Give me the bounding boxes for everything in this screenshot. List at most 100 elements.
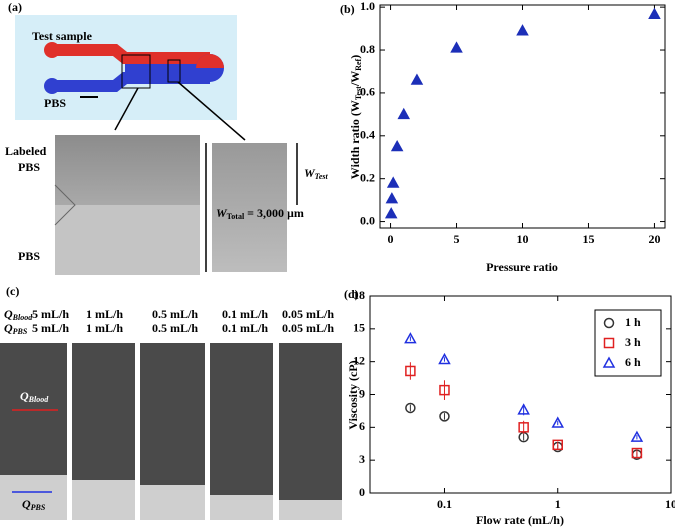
arrow [114, 87, 139, 131]
column-label: 0.5 mL/h [152, 321, 198, 335]
micrograph [210, 343, 273, 520]
y-tick-label: 15 [353, 321, 365, 335]
pbs-stream [210, 495, 273, 520]
column-label: 0.1 mL/h [222, 321, 268, 335]
y-tick-label: 0.2 [360, 170, 375, 184]
column-label: 1 mL/h [86, 307, 123, 321]
label-part: /W [348, 71, 362, 87]
pbs-stream [72, 480, 135, 520]
column-label: 0.05 mL/h [282, 321, 334, 335]
y-tick-label: 6 [359, 419, 365, 433]
marker [631, 447, 643, 459]
x-tick-label: 10 [517, 232, 529, 246]
label: WTest [304, 166, 328, 181]
stream-label: QPBS [22, 497, 46, 512]
micrograph-pbs [55, 205, 200, 275]
y-tick-label: 0.6 [360, 85, 375, 99]
pbs-stream [279, 500, 342, 520]
marker [551, 416, 565, 428]
marker [405, 365, 416, 377]
label: PBS [18, 249, 40, 263]
subscript: Total [227, 212, 245, 221]
pbs-stream [140, 485, 205, 520]
y-tick-label: 18 [353, 288, 365, 302]
symbol: Q [22, 497, 31, 511]
marker [405, 402, 416, 414]
label: Test sample [32, 29, 93, 43]
roi [121, 54, 151, 89]
roi [167, 59, 181, 83]
panel-c: 5 mL/h5 mL/h 1 mL/h1 mL/h 0.5 mL/h0.5 mL/h… [0, 307, 342, 520]
marker [439, 384, 450, 396]
column-label: 5 mL/h [32, 307, 69, 321]
column-label: 0.1 mL/h [222, 307, 268, 321]
marker [517, 403, 530, 415]
inlet [44, 42, 60, 58]
label: PBS [44, 96, 66, 110]
x-axis-label: Flow rate (mL/h) [476, 513, 564, 527]
x-tick-label: 0 [388, 232, 394, 246]
symbol: W [304, 166, 316, 180]
outlet [196, 54, 224, 68]
x-tick-label: 5 [454, 232, 460, 246]
y-tick-label: 0 [359, 485, 365, 499]
column-label: 0.5 mL/h [152, 307, 198, 321]
label: Labeled [5, 144, 47, 158]
x-tick-label: 20 [648, 232, 660, 246]
label: WTotal = 3,000 μm [216, 206, 304, 221]
pbs-stream [0, 475, 67, 520]
column-label: 1 mL/h [86, 321, 123, 335]
legend-marker [603, 317, 615, 329]
panel-label: (d) [344, 287, 359, 301]
symbol: W [216, 206, 228, 220]
marker [390, 139, 404, 152]
marker [518, 422, 529, 433]
charts: (b) Pressure ratio Width ratio (WTest/WRef… [340, 0, 675, 527]
arrow [177, 81, 246, 141]
panel-label: (c) [6, 284, 19, 298]
subscript: Test [315, 172, 329, 181]
legend-marker [602, 356, 616, 368]
plot-frame [379, 4, 666, 229]
stream-label: QBlood [20, 389, 49, 404]
marker [410, 73, 424, 85]
subscript: Test [354, 86, 363, 100]
subscript: Blood [28, 395, 50, 404]
inlet [44, 78, 60, 94]
marker [385, 192, 399, 204]
label: PBS [18, 160, 40, 174]
x-axis-label: Pressure ratio [486, 260, 558, 274]
symbol: Q [4, 307, 13, 321]
marker [384, 207, 398, 219]
value: = 3,000 μm [244, 206, 304, 220]
marker [386, 176, 400, 188]
panel-label: (a) [8, 0, 22, 14]
marker [648, 7, 661, 19]
y-axis-label: Width ratio (WTest/WRef) [348, 55, 363, 179]
y-tick-label: 0.0 [360, 213, 375, 227]
row-label: QPBS [4, 321, 28, 336]
subscript: Ref [354, 58, 363, 70]
legend-label: 1 h [625, 315, 641, 329]
x-tick-label: 1 [555, 497, 561, 511]
marker [450, 41, 463, 53]
marker [404, 332, 417, 344]
symbol: Q [20, 389, 29, 403]
x-tick-label: 10 [665, 497, 675, 511]
label-part: Width ratio (W [348, 100, 362, 179]
row-label: QBlood [4, 307, 33, 322]
y-tick-label: 0.4 [360, 128, 375, 142]
x-tick-label: 0.1 [437, 497, 452, 511]
subscript: Blood [12, 313, 34, 322]
marker [438, 352, 451, 365]
legend-label: 6 h [625, 355, 641, 369]
y-tick-label: 12 [353, 353, 365, 367]
label-part: ) [348, 55, 362, 59]
subscript: PBS [31, 503, 46, 512]
y-tick-label: 9 [359, 386, 365, 400]
micrograph [212, 143, 287, 272]
marker [439, 411, 450, 422]
legend-label: 3 h [625, 335, 641, 349]
legend-box [594, 309, 662, 377]
y-tick-label: 1.0 [360, 0, 375, 13]
